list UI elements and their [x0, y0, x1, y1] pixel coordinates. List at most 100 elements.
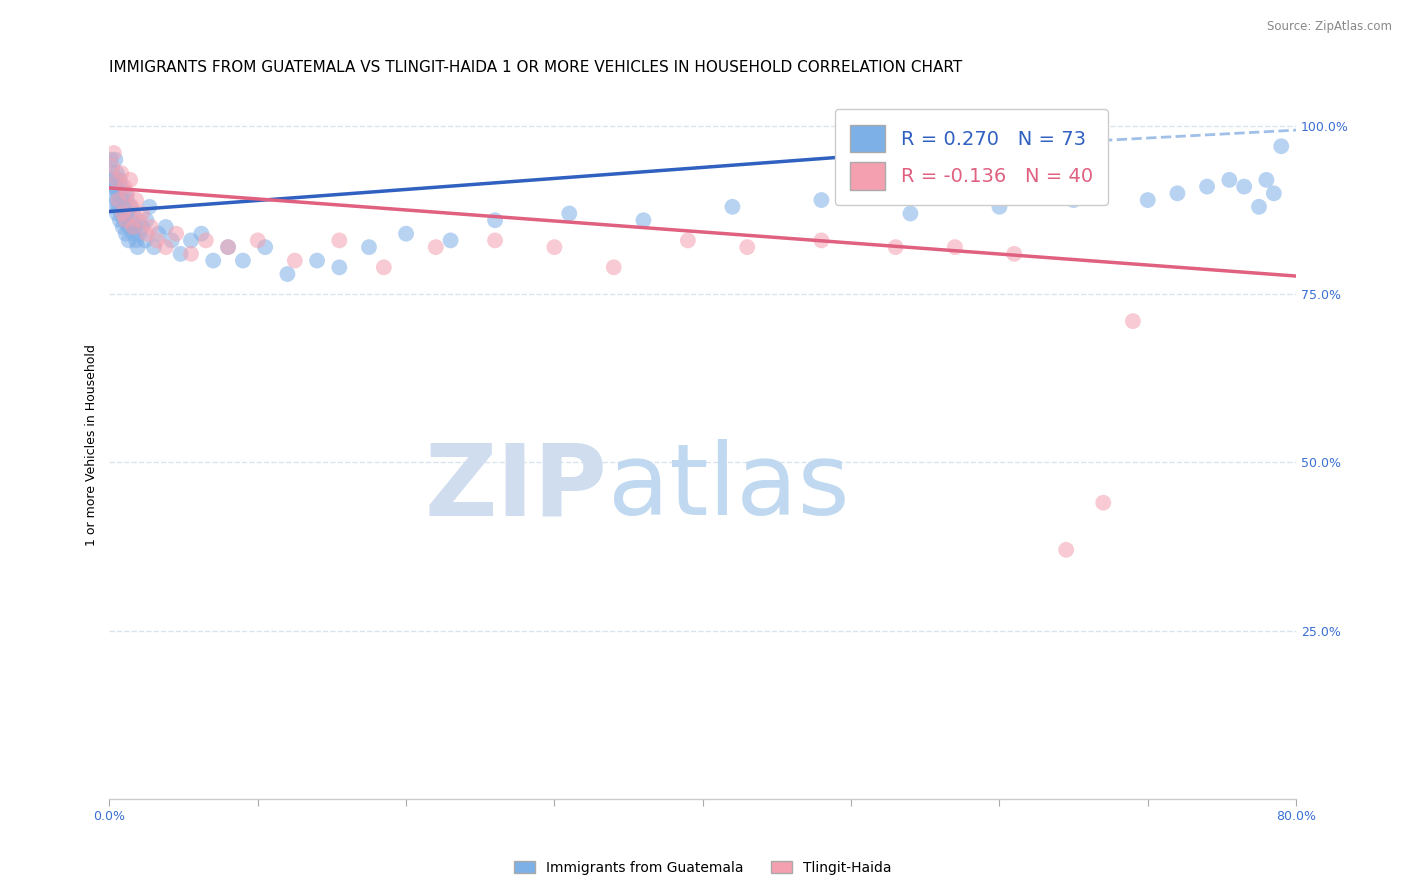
Point: [943, 240, 966, 254]
Point: [139, 219, 162, 234]
Point: [1166, 186, 1188, 201]
Point: [232, 253, 254, 268]
Legend: R = 0.270   N = 73, R = -0.136   N = 40: R = 0.270 N = 73, R = -0.136 N = 40: [835, 109, 1108, 205]
Point: [1233, 179, 1256, 194]
Point: [169, 247, 191, 261]
Point: [307, 253, 329, 268]
Point: [103, 173, 125, 187]
Point: [104, 179, 127, 194]
Point: [155, 240, 177, 254]
Text: IMMIGRANTS FROM GUATEMALA VS TLINGIT-HAIDA 1 OR MORE VEHICLES IN HOUSEHOLD CORRE: IMMIGRANTS FROM GUATEMALA VS TLINGIT-HAI…: [110, 60, 963, 75]
Point: [146, 234, 169, 248]
Point: [276, 267, 298, 281]
Point: [1263, 186, 1285, 201]
Point: [1063, 193, 1085, 207]
Point: [160, 234, 183, 248]
Point: [107, 200, 129, 214]
Point: [603, 260, 626, 275]
Point: [633, 213, 655, 227]
Point: [1256, 173, 1278, 187]
Point: [122, 219, 145, 234]
Point: [217, 240, 239, 254]
Point: [110, 166, 132, 180]
Point: [135, 227, 157, 241]
Point: [120, 200, 142, 214]
Point: [180, 234, 202, 248]
Point: [395, 227, 418, 241]
Point: [107, 193, 129, 207]
Point: [884, 240, 907, 254]
Legend: Immigrants from Guatemala, Tlingit-Haida: Immigrants from Guatemala, Tlingit-Haida: [509, 855, 897, 880]
Text: ZIP: ZIP: [425, 440, 607, 536]
Point: [439, 234, 461, 248]
Point: [1197, 179, 1219, 194]
Point: [1218, 173, 1240, 187]
Point: [105, 166, 128, 180]
Point: [988, 200, 1011, 214]
Point: [484, 213, 506, 227]
Point: [101, 160, 124, 174]
Point: [108, 173, 131, 187]
Point: [101, 186, 124, 201]
Point: [110, 179, 132, 194]
Point: [128, 227, 150, 241]
Point: [155, 219, 177, 234]
Point: [125, 234, 148, 248]
Point: [105, 193, 128, 207]
Point: [131, 206, 153, 220]
Point: [1092, 496, 1115, 510]
Point: [105, 173, 128, 187]
Point: [135, 213, 157, 227]
Point: [115, 186, 138, 201]
Point: [125, 193, 148, 207]
Point: [111, 193, 134, 207]
Point: [101, 166, 124, 180]
Point: [111, 219, 134, 234]
Point: [118, 234, 141, 248]
Point: [810, 234, 832, 248]
Point: [1247, 200, 1270, 214]
Point: [148, 227, 170, 241]
Point: [110, 206, 132, 220]
Point: [246, 234, 269, 248]
Point: [115, 193, 138, 207]
Point: [254, 240, 277, 254]
Point: [122, 227, 145, 241]
Point: [810, 193, 832, 207]
Point: [180, 247, 202, 261]
Point: [122, 206, 145, 220]
Point: [131, 219, 153, 234]
Point: [124, 219, 146, 234]
Point: [142, 240, 165, 254]
Text: atlas: atlas: [607, 440, 849, 536]
Point: [190, 227, 212, 241]
Point: [543, 240, 565, 254]
Point: [100, 153, 122, 167]
Point: [558, 206, 581, 220]
Point: [115, 206, 138, 220]
Point: [284, 253, 307, 268]
Point: [104, 153, 127, 167]
Point: [100, 179, 122, 194]
Point: [735, 240, 758, 254]
Point: [676, 234, 699, 248]
Point: [114, 227, 136, 241]
Point: [108, 213, 131, 227]
Point: [105, 206, 128, 220]
Point: [107, 186, 129, 201]
Point: [425, 240, 447, 254]
Point: [1136, 193, 1159, 207]
Point: [1270, 139, 1292, 153]
Point: [112, 179, 135, 194]
Point: [1002, 247, 1025, 261]
Point: [202, 253, 225, 268]
Point: [111, 206, 134, 220]
Point: [127, 240, 149, 254]
Point: [121, 213, 143, 227]
Point: [121, 200, 143, 214]
Point: [900, 206, 922, 220]
Point: [103, 145, 125, 160]
Point: [1122, 314, 1144, 328]
Point: [128, 213, 150, 227]
Point: [118, 219, 141, 234]
